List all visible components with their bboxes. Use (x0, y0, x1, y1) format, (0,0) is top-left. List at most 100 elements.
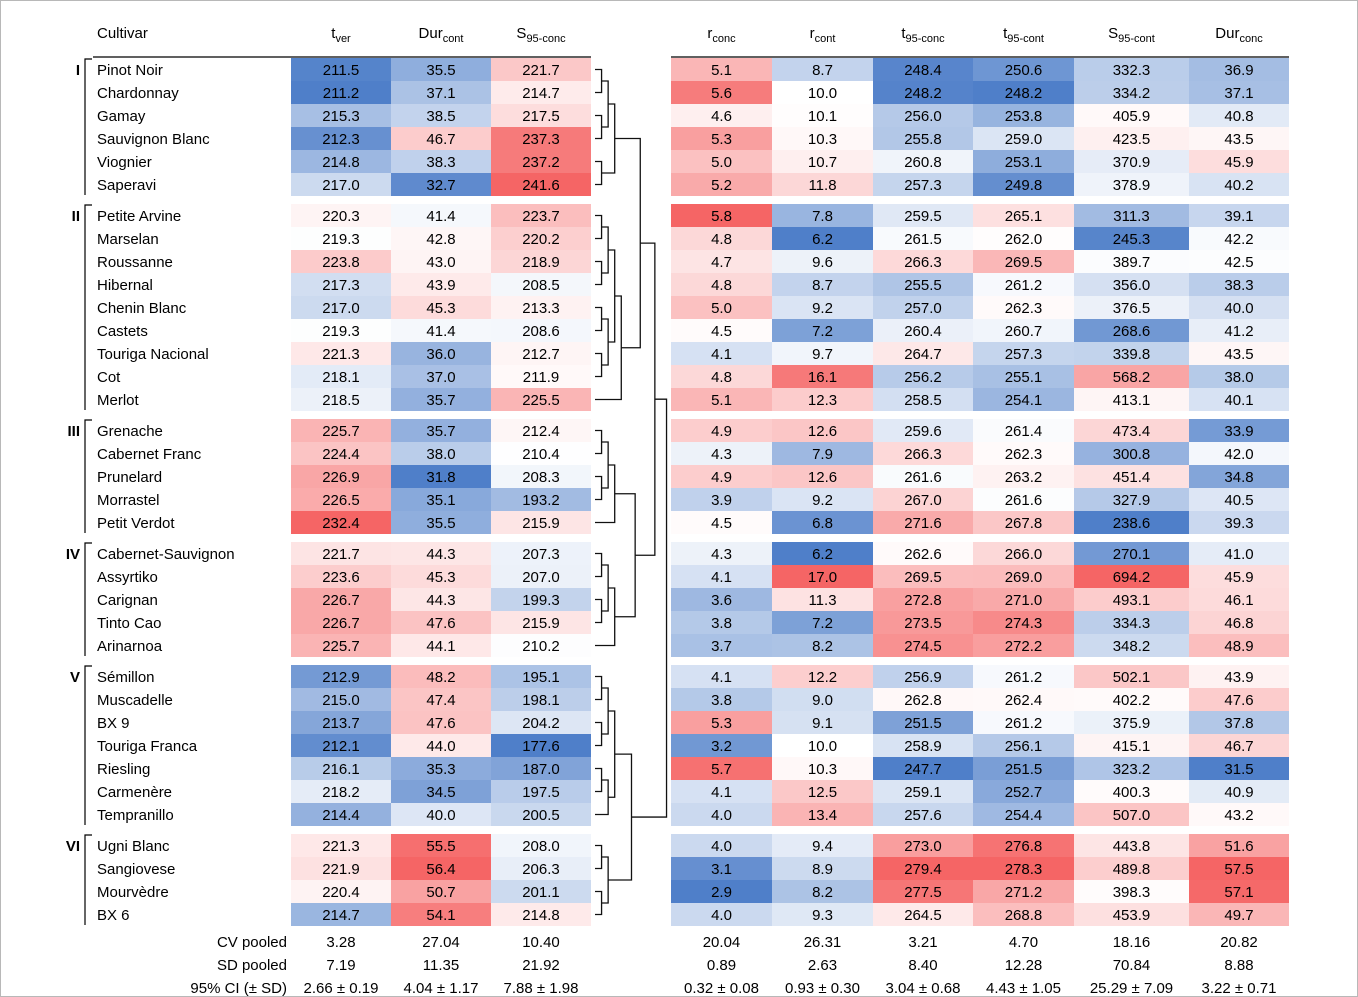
cell-value-label: 4.1 (711, 784, 732, 801)
cell-value-label: 248.2 (904, 85, 942, 102)
heatmap-cell (671, 388, 772, 411)
heatmap-cell (1074, 227, 1189, 250)
cell-value-label: 48.9 (1224, 638, 1253, 655)
cell-value-label: 2.9 (711, 884, 732, 901)
heatmap-cell (391, 803, 491, 826)
cell-value-label: 42.0 (1224, 446, 1253, 463)
dendrogram-link (614, 493, 636, 618)
cell-value-label: 269.5 (904, 569, 942, 586)
cell-value-label: 47.6 (426, 615, 455, 632)
cell-value-label: 273.5 (904, 615, 942, 632)
summary-value-label: 2.66 ± 0.19 (304, 980, 379, 997)
cell-value-label: 253.8 (1005, 108, 1043, 125)
group-label: VI (66, 838, 80, 855)
heatmap-cell (772, 127, 873, 150)
cell-value-label: 47.4 (426, 692, 455, 709)
heatmap-cell (291, 757, 391, 780)
cell-value-label: 4.3 (711, 446, 732, 463)
cell-value-label: 568.2 (1113, 369, 1151, 386)
heatmap-cell (391, 857, 491, 880)
heatmap-cell (1074, 81, 1189, 104)
heatmap-cell (671, 634, 772, 657)
heatmap-cell (391, 565, 491, 588)
cultivar-label: Mourvèdre (97, 884, 169, 901)
heatmap-cell (1189, 834, 1289, 857)
cell-value-label: 443.8 (1113, 838, 1151, 855)
heatmap-cell (973, 365, 1074, 388)
cell-value-label: 5.0 (711, 300, 732, 317)
heatmap-cell (873, 81, 973, 104)
dendrogram-link (595, 598, 603, 624)
cell-value-label: 248.4 (904, 62, 942, 79)
heatmap-cell (1189, 711, 1289, 734)
cell-value-label: 9.1 (812, 715, 833, 732)
dendrogram-link (595, 352, 603, 378)
cell-value-label: 4.0 (711, 807, 732, 824)
cell-value-label: 278.3 (1005, 861, 1043, 878)
heatmap-cell (772, 880, 873, 903)
column-header: rcont (810, 25, 836, 45)
heatmap-cell (873, 273, 973, 296)
dendrogram-link (601, 318, 609, 366)
cell-value-label: 220.4 (322, 884, 360, 901)
heatmap-cell (973, 734, 1074, 757)
cell-value-label: 46.8 (1224, 615, 1253, 632)
heatmap-cell (973, 834, 1074, 857)
heatmap-cell (1074, 104, 1189, 127)
cell-value-label: 257.6 (904, 807, 942, 824)
cell-value-label: 39.1 (1224, 208, 1253, 225)
cell-value-label: 38.5 (426, 108, 455, 125)
heatmap-cell (491, 711, 591, 734)
cultivar-label: Hibernal (97, 277, 153, 294)
heatmap-cell (291, 342, 391, 365)
heatmap-cell (772, 204, 873, 227)
heatmap-cell (391, 127, 491, 150)
heatmap-cell (772, 296, 873, 319)
cell-value-label: 31.5 (1224, 761, 1253, 778)
cultivar-label: Cabernet Franc (97, 446, 202, 463)
heatmap-cell (291, 127, 391, 150)
cell-value-label: 9.2 (812, 300, 833, 317)
cultivar-label: Prunelard (97, 469, 162, 486)
heatmap-cell (1074, 204, 1189, 227)
cell-value-label: 5.3 (711, 715, 732, 732)
cell-value-label: 51.6 (1224, 838, 1253, 855)
heatmap-cell (973, 342, 1074, 365)
cell-value-label: 38.0 (1224, 369, 1253, 386)
cell-value-label: 208.5 (522, 277, 560, 294)
heatmap-cell (973, 273, 1074, 296)
cultivar-label: Petite Arvine (97, 208, 181, 225)
heatmap-cell (1189, 857, 1289, 880)
cell-value-label: 251.5 (1005, 761, 1043, 778)
heatmap-cell (873, 465, 973, 488)
heatmap-cell (772, 488, 873, 511)
cell-value-label: 38.3 (1224, 277, 1253, 294)
cell-value-label: 37.1 (426, 85, 455, 102)
dendrogram-link (595, 475, 603, 501)
cultivar-label: Touriga Nacional (97, 346, 209, 363)
summary-value-label: 11.35 (423, 957, 459, 974)
cultivar-label: Muscadelle (97, 692, 173, 709)
cell-value-label: 207.3 (522, 546, 560, 563)
summary-value-label: 0.32 ± 0.08 (684, 980, 759, 997)
cell-value-label: 237.3 (522, 131, 560, 148)
cell-value-label: 4.5 (711, 515, 732, 532)
heatmap-cell (1189, 665, 1289, 688)
heatmap-cell (772, 634, 873, 657)
cell-value-label: 9.4 (812, 838, 833, 855)
dendrogram-link (595, 306, 603, 332)
cell-value-label: 402.2 (1113, 692, 1151, 709)
heatmap-cell (873, 173, 973, 196)
cell-value-label: 35.5 (426, 62, 455, 79)
cell-value-label: 256.0 (904, 108, 942, 125)
heatmap-cell (491, 634, 591, 657)
cell-value-label: 219.3 (322, 323, 360, 340)
heatmap-cell (291, 488, 391, 511)
heatmap-cell (1189, 273, 1289, 296)
heatmap-cell (291, 227, 391, 250)
heatmap-cell (873, 104, 973, 127)
cell-value-label: 210.2 (522, 638, 560, 655)
heatmap-cell (873, 227, 973, 250)
heatmap-cell (973, 58, 1074, 81)
cell-value-label: 41.0 (1224, 546, 1253, 563)
